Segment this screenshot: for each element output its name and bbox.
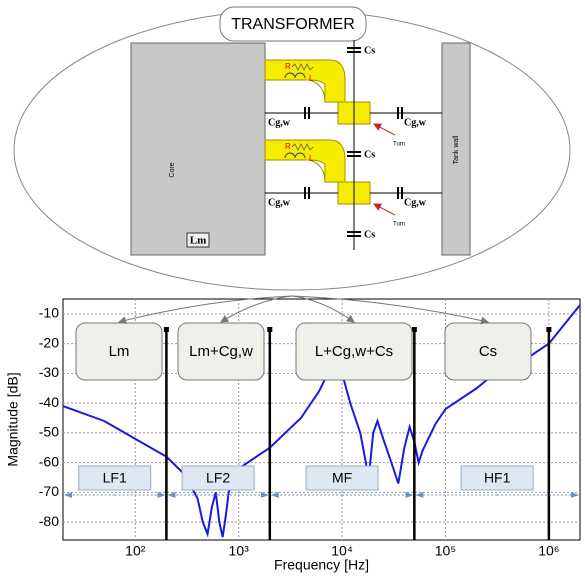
y-tick-label: -80 bbox=[39, 513, 59, 529]
coil-l: L bbox=[309, 74, 314, 83]
lm-label: Lm bbox=[190, 235, 207, 247]
coil-r: R bbox=[285, 142, 291, 151]
band-label: LF1 bbox=[103, 470, 127, 486]
band-box bbox=[78, 465, 152, 491]
circuit-label: Lm bbox=[109, 343, 130, 360]
turn-label: Turn bbox=[393, 222, 405, 228]
resistor bbox=[291, 63, 314, 71]
x-tick-label: 10² bbox=[125, 543, 146, 559]
band-label: LF2 bbox=[206, 470, 230, 486]
y-tick-label: -60 bbox=[39, 453, 59, 469]
core bbox=[130, 42, 266, 256]
band-box bbox=[460, 465, 534, 491]
cs-label: Cs bbox=[364, 229, 375, 240]
circuit-label: Lm+Cg,w bbox=[189, 343, 253, 360]
y-tick-label: -20 bbox=[39, 334, 59, 350]
circuit-label: L+Cg,w+Cs bbox=[315, 343, 393, 360]
cs-label: Cs bbox=[364, 45, 375, 56]
x-tick-label: 10⁶ bbox=[538, 543, 559, 559]
cs-label: Cs bbox=[364, 149, 375, 160]
boundary-end bbox=[163, 327, 169, 332]
cgw-label: Cg,w bbox=[404, 117, 427, 128]
y-tick-label: -10 bbox=[39, 305, 59, 321]
band-box bbox=[305, 465, 379, 491]
link-arrow bbox=[291, 295, 355, 323]
y-tick-label: -30 bbox=[39, 364, 59, 380]
cap bbox=[347, 47, 361, 53]
band-box bbox=[181, 465, 255, 491]
cap bbox=[304, 107, 403, 119]
circuit-label: Cs bbox=[479, 343, 497, 360]
lm-box bbox=[186, 232, 210, 248]
circuit-box bbox=[295, 322, 413, 381]
resistor bbox=[291, 143, 314, 151]
boundary-end bbox=[546, 327, 552, 332]
winding bbox=[264, 59, 346, 103]
tank-wall bbox=[441, 42, 471, 256]
cgw-label: Cg,w bbox=[268, 197, 291, 208]
coil-r: R bbox=[285, 62, 291, 71]
y-tick-label: -40 bbox=[39, 394, 59, 410]
inductor bbox=[284, 152, 306, 159]
boundary-end bbox=[411, 327, 417, 332]
link-arrow bbox=[118, 295, 293, 325]
winding-lower bbox=[265, 79, 345, 103]
circuit-box bbox=[177, 322, 265, 381]
link-arrow bbox=[220, 295, 293, 323]
winding bbox=[264, 139, 346, 183]
link-arrow bbox=[291, 295, 489, 325]
cap bbox=[304, 187, 403, 199]
coil-l: L bbox=[309, 154, 314, 163]
inductor bbox=[284, 72, 306, 79]
turn-label: Turn bbox=[393, 142, 405, 148]
core-label: Core bbox=[169, 162, 176, 177]
y-axis-label: Magnitude [dB] bbox=[5, 372, 21, 466]
boundary-end bbox=[267, 327, 273, 332]
x-tick-label: 10⁴ bbox=[331, 543, 353, 559]
title: TRANSFORMER bbox=[231, 16, 355, 33]
winding-lower bbox=[265, 159, 345, 183]
y-tick-label: -50 bbox=[39, 424, 59, 440]
cap bbox=[347, 151, 361, 157]
title-box bbox=[219, 6, 367, 42]
x-tick-label: 10³ bbox=[229, 543, 250, 559]
x-tick-label: 10⁵ bbox=[435, 543, 456, 559]
x-axis-label: Frequency [Hz] bbox=[274, 557, 369, 573]
arrow bbox=[373, 203, 396, 216]
cap bbox=[347, 231, 361, 237]
cgw-label: Cg,w bbox=[268, 117, 291, 128]
response-curve bbox=[62, 304, 581, 538]
band-label: MF bbox=[332, 470, 352, 486]
arrow bbox=[373, 123, 396, 136]
cgw-label: Cg,w bbox=[404, 197, 427, 208]
band-label: HF1 bbox=[484, 470, 511, 486]
y-tick-label: -70 bbox=[39, 483, 59, 499]
tank-label: Tank wall bbox=[453, 135, 460, 164]
